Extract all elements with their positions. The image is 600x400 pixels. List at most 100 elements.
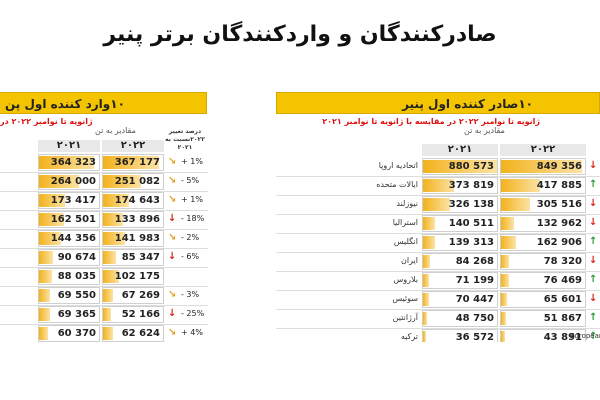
value-2022: 417 885: [500, 177, 586, 194]
table-row: اتحادیه اروپا 880 573 849 356 ↓: [276, 157, 600, 177]
value-bar: [103, 289, 113, 302]
country-name: انگلیس: [393, 237, 418, 246]
trend-down-icon: ↓: [589, 293, 598, 304]
value-text: 264 000: [50, 176, 96, 187]
importers-year-2022-header: ۲۰۲۲: [102, 140, 164, 152]
value-2021: 71 199: [422, 272, 498, 289]
trend-down-icon: ↓: [168, 308, 177, 319]
value-bar: [103, 156, 159, 169]
table-row: 60 370 62 624 ↘ + 4%: [0, 324, 208, 342]
exporters-subtitle: ژانویه تا نوامبر ۲۰۲۲ در مقایسه با ژانوی…: [322, 117, 540, 126]
importers-unit: مقادیر به تن: [95, 126, 136, 135]
value-2021: 88 035: [38, 268, 100, 285]
value-bar: [39, 251, 53, 264]
value-2021: 70 447: [422, 291, 498, 308]
source-label: European: [570, 332, 600, 340]
value-2021: 69 550: [38, 287, 100, 304]
value-bar: [423, 255, 430, 268]
trend-down-icon: ↓: [589, 217, 598, 228]
value-text: 849 356: [536, 161, 582, 172]
value-text: 162 501: [50, 214, 96, 225]
value-bar: [103, 194, 129, 207]
value-bar: [423, 217, 435, 230]
value-2022: 133 896: [102, 211, 164, 228]
value-bar: [423, 160, 497, 173]
value-2022: 132 962: [500, 215, 586, 232]
value-2021: 144 356: [38, 230, 100, 247]
table-row: 364 323 367 177 ↘ + 1%: [0, 153, 208, 173]
value-text: 102 175: [114, 271, 160, 282]
value-2022: 162 906: [500, 234, 586, 251]
table-row: 88 035 102 175: [0, 267, 208, 287]
trend-up-icon: ↑: [589, 312, 598, 323]
table-row: 264 000 251 082 ↘ - 5%: [0, 172, 208, 192]
value-text: 71 199: [455, 275, 494, 286]
value-text: 140 511: [448, 218, 494, 229]
value-bar: [39, 213, 64, 226]
value-bar: [39, 289, 50, 302]
value-bar: [103, 213, 123, 226]
value-bar: [103, 251, 116, 264]
value-bar: [103, 327, 113, 340]
value-bar: [39, 232, 61, 245]
value-2021: 69 365: [38, 306, 100, 323]
value-bar: [39, 270, 52, 283]
value-2022: 78 320: [500, 253, 586, 270]
value-text: 48 750: [455, 313, 494, 324]
value-2021: 139 313: [422, 234, 498, 251]
value-bar: [103, 232, 125, 245]
value-2022: 62 624: [102, 325, 164, 342]
value-2021: 880 573: [422, 158, 498, 175]
exporters-title: ۱۰صادر کننده اول پنیر: [276, 92, 600, 114]
importers-table: ۱۰وارد کننده اول پن ژانویه تا نوامبر ۲۰۲…: [0, 92, 208, 342]
change-percent: - 3%: [181, 290, 200, 299]
country-name: ایران: [401, 256, 418, 265]
value-2022: 251 082: [102, 173, 164, 190]
value-bar: [423, 293, 429, 306]
table-row: 90 674 85 347 ↓ - 6%: [0, 248, 208, 268]
value-bar: [39, 308, 50, 321]
value-2021: 60 370: [38, 325, 100, 342]
change-percent: + 1%: [181, 195, 203, 204]
value-bar: [103, 270, 119, 283]
value-2021: 162 501: [38, 211, 100, 228]
value-text: 880 573: [448, 161, 494, 172]
value-bar: [39, 194, 65, 207]
table-row: نیوزلند 326 138 305 516 ↓: [276, 195, 600, 215]
table-row: ایالات متحده 373 819 417 885 ↑: [276, 176, 600, 196]
value-text: 305 516: [536, 199, 582, 210]
table-row: 69 365 52 166 ↓ - 25%: [0, 305, 208, 325]
table-row: بلاروس 71 199 76 469 ↑: [276, 271, 600, 291]
table-row: انگلیس 139 313 162 906 ↑: [276, 233, 600, 253]
value-text: 65 601: [543, 294, 582, 305]
country-name: نیوزلند: [396, 199, 418, 208]
table-row: 162 501 133 896 ↓ - 18%: [0, 210, 208, 230]
value-bar: [39, 156, 94, 169]
value-text: 88 035: [57, 271, 96, 282]
value-text: 367 177: [114, 157, 160, 168]
trend-down-icon: ↓: [168, 213, 177, 224]
value-text: 144 356: [50, 233, 96, 244]
value-bar: [103, 175, 141, 188]
country-name: ایالات متحده: [376, 180, 418, 189]
value-2022: 305 516: [500, 196, 586, 213]
value-2022: 102 175: [102, 268, 164, 285]
value-2022: 67 269: [102, 287, 164, 304]
value-text: 76 469: [543, 275, 582, 286]
value-bar: [501, 160, 582, 173]
table-row: ایران 84 268 78 320 ↓: [276, 252, 600, 272]
change-percent: + 1%: [181, 157, 203, 166]
trend-up-icon: ↑: [589, 179, 598, 190]
value-bar: [501, 217, 514, 230]
value-text: 373 819: [448, 180, 494, 191]
change-percent: - 5%: [181, 176, 200, 185]
change-percent: - 6%: [181, 252, 200, 261]
value-bar: [501, 331, 505, 342]
value-bar: [501, 179, 540, 192]
country-name: بلاروس: [393, 275, 419, 284]
value-text: 139 313: [448, 237, 494, 248]
value-2022: 76 469: [500, 272, 586, 289]
value-bar: [501, 198, 530, 211]
value-text: 133 896: [114, 214, 160, 225]
table-row: استرالیا 140 511 132 962 ↓: [276, 214, 600, 234]
